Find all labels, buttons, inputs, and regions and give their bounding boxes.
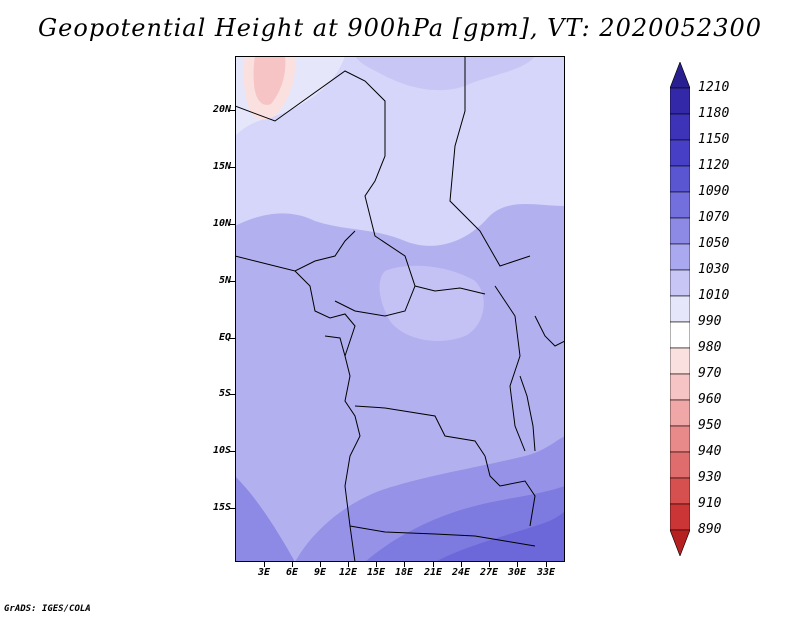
lat-label-15s: 15S	[212, 502, 231, 513]
tick-30e	[517, 562, 518, 567]
colorbar-cell	[670, 295, 690, 323]
lon-label-21e: 21E	[423, 567, 443, 578]
tick-3e	[264, 562, 265, 567]
colorbar-label: 1180	[698, 106, 730, 121]
border-north	[235, 70, 416, 317]
lat-label-5s: 5S	[218, 388, 231, 399]
colorbar-cell	[670, 373, 690, 401]
border-angola-drc	[354, 405, 486, 457]
tick-27e	[489, 562, 490, 567]
lon-label-30e: 30E	[507, 567, 527, 578]
tick-18e	[404, 562, 405, 567]
colorbar-cell	[670, 347, 690, 375]
border-gabon	[324, 335, 346, 357]
colorbar-label: 890	[698, 522, 722, 537]
lake-tanganyika	[519, 375, 536, 452]
tick-33e	[546, 562, 547, 567]
colorbar-cell	[670, 321, 690, 349]
lon-label-27e: 27E	[479, 567, 499, 578]
field-zone-1050-west	[235, 476, 295, 562]
colorbar-label: 940	[698, 444, 722, 459]
colorbar-cell	[670, 425, 690, 453]
border-rift	[494, 285, 526, 452]
field-zone-1010	[235, 56, 565, 246]
colorbar-label: 1210	[698, 80, 730, 95]
field-zone-960	[253, 56, 286, 105]
colorbar-top-arrow	[670, 62, 690, 89]
colorbar	[670, 62, 690, 556]
credit-label: GrADS: IGES/COLA	[4, 604, 91, 614]
tick-15e	[376, 562, 377, 567]
border-car	[414, 285, 486, 295]
colorbar-cell	[670, 269, 690, 297]
colorbar-cell	[670, 139, 690, 167]
colorbar-bottom-arrow	[670, 529, 690, 556]
colorbar-cell	[670, 243, 690, 271]
tick-5s	[229, 394, 235, 395]
geopotential-map	[235, 56, 565, 562]
chart-title: Geopotential Height at 900hPa [gpm], VT:…	[38, 14, 762, 42]
colorbar-label: 1050	[698, 236, 730, 251]
colorbar-cell	[670, 87, 690, 115]
colorbar-label: 1150	[698, 132, 730, 147]
tick-9e	[320, 562, 321, 567]
tick-15s	[229, 508, 235, 509]
colorbar-cell	[670, 477, 690, 505]
border-zambia	[484, 455, 536, 527]
tick-21e	[433, 562, 434, 567]
colorbar-label: 930	[698, 470, 722, 485]
lat-label-15n: 15N	[212, 161, 231, 172]
colorbar-cell	[670, 165, 690, 193]
tick-10s	[229, 451, 235, 452]
coast-atlantic	[294, 270, 361, 562]
lat-label-eq: EQ	[218, 332, 231, 343]
colorbar-label: 1010	[698, 288, 730, 303]
colorbar-label: 1070	[698, 210, 730, 225]
tick-eq	[229, 338, 235, 339]
colorbar-cell	[670, 451, 690, 479]
lon-label-3e: 3E	[257, 567, 271, 578]
field-zone-1030-north	[355, 56, 535, 91]
colorbar-cell	[670, 113, 690, 141]
tick-24e	[461, 562, 462, 567]
colorbar-cell	[670, 399, 690, 427]
colorbar-label: 980	[698, 340, 722, 355]
lon-label-15e: 15E	[366, 567, 386, 578]
lon-label-33e: 33E	[536, 567, 556, 578]
lat-label-10s: 10S	[212, 445, 231, 456]
tick-6e	[292, 562, 293, 567]
lon-label-9e: 9E	[313, 567, 327, 578]
colorbar-label: 950	[698, 418, 722, 433]
lon-label-6e: 6E	[285, 567, 299, 578]
colorbar-cell	[670, 217, 690, 245]
field-zone-1030-central	[379, 265, 484, 341]
lon-label-12e: 12E	[338, 567, 358, 578]
lat-label-20n: 20N	[212, 104, 231, 115]
colorbar-cell	[670, 503, 690, 531]
border-east-1	[449, 56, 531, 267]
tick-15n	[229, 167, 235, 168]
colorbar-label: 1090	[698, 184, 730, 199]
lon-label-24e: 24E	[451, 567, 471, 578]
coast-lake	[534, 315, 565, 347]
colorbar-label: 1030	[698, 262, 730, 277]
tick-20n	[229, 110, 235, 111]
tick-10n	[229, 224, 235, 225]
field-zone-1090	[435, 511, 565, 562]
lat-label-10n: 10N	[212, 218, 231, 229]
tick-12e	[348, 562, 349, 567]
tick-5n	[229, 281, 235, 282]
lon-label-18e: 18E	[394, 567, 414, 578]
colorbar-label: 970	[698, 366, 722, 381]
colorbar-label: 910	[698, 496, 722, 511]
lat-label-5n: 5N	[218, 275, 231, 286]
coast-west-africa	[235, 230, 356, 272]
colorbar-label: 1120	[698, 158, 730, 173]
colorbar-cell	[670, 191, 690, 219]
colorbar-label: 960	[698, 392, 722, 407]
border-south	[349, 525, 536, 547]
borders	[235, 56, 565, 562]
colorbar-label: 990	[698, 314, 722, 329]
